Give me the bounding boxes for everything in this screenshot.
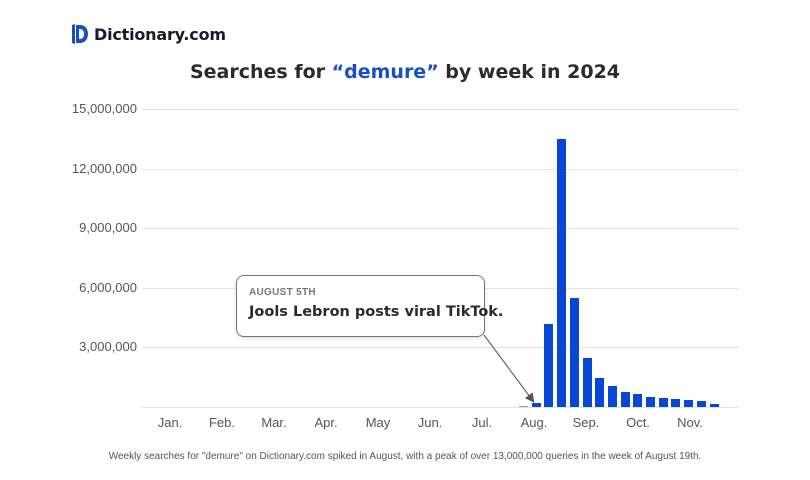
title-prefix: Searches for — [189, 61, 332, 83]
y-tick-label: 12,000,000 — [71, 161, 137, 176]
bar — [557, 139, 566, 407]
bar — [595, 378, 604, 407]
title-suffix: by week in 2024 — [438, 61, 621, 83]
x-tick-label: Oct. — [626, 415, 650, 430]
bar — [697, 401, 706, 407]
x-tick-label: Jun. — [417, 415, 443, 430]
callout-date: AUGUST 5TH — [249, 287, 316, 298]
y-tick-label: 9,000,000 — [79, 220, 137, 235]
y-tick-label: 3,000,000 — [79, 339, 137, 354]
x-tick-label: Jul. — [471, 415, 493, 430]
callout-text: Jools Lebron posts viral TikTok. — [249, 304, 504, 320]
bar — [710, 404, 719, 407]
dictionary-d-logo-icon — [72, 24, 88, 44]
gridline — [142, 109, 739, 110]
x-tick-label: Apr. — [314, 415, 338, 430]
x-tick-label: Sep. — [572, 415, 600, 430]
x-tick-label: Feb. — [208, 415, 236, 430]
bar — [532, 403, 541, 407]
footnote: Weekly searches for "demure" on Dictiona… — [108, 451, 702, 462]
bar — [608, 386, 617, 407]
x-tick-label: Nov. — [677, 415, 703, 430]
brand-logo: Dictionary.com — [72, 24, 226, 44]
x-tick-label: Mar. — [261, 415, 287, 430]
x-tick-label: May — [365, 415, 391, 430]
gridline — [142, 228, 739, 229]
bar — [633, 394, 642, 407]
bar — [570, 298, 579, 407]
y-tick-label: 15,000,000 — [71, 101, 137, 116]
gridline — [142, 347, 739, 348]
y-tick-label: 6,000,000 — [79, 280, 137, 295]
annotation-callout: AUGUST 5TH Jools Lebron posts viral TikT… — [236, 275, 503, 337]
x-tick-label: Aug. — [520, 415, 548, 430]
bar — [684, 400, 693, 407]
bar — [646, 397, 655, 407]
gridline — [142, 169, 739, 170]
chart-title: Searches for “demure” by week in 2024 — [0, 61, 810, 83]
title-highlight: “demure” — [331, 61, 439, 83]
brand-name: Dictionary.com — [94, 24, 226, 44]
bar — [544, 324, 553, 407]
baseline — [142, 407, 739, 408]
bar — [621, 392, 630, 407]
bar — [519, 406, 528, 407]
bar — [659, 398, 668, 407]
bar — [671, 399, 680, 407]
x-tick-label: Jan. — [157, 415, 183, 430]
bar — [583, 358, 592, 407]
